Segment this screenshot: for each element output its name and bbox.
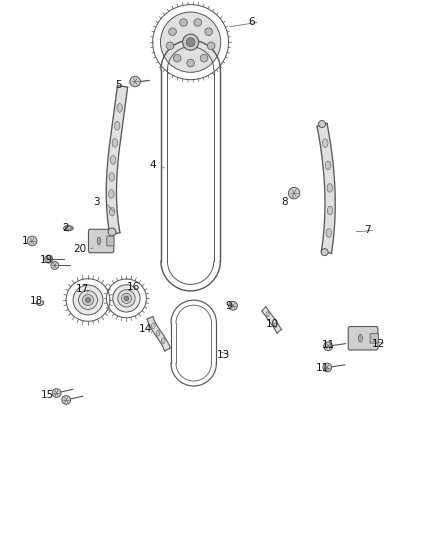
Text: 10: 10 bbox=[266, 319, 279, 329]
Ellipse shape bbox=[109, 173, 114, 181]
Text: 15: 15 bbox=[41, 390, 54, 400]
Ellipse shape bbox=[51, 262, 59, 269]
Ellipse shape bbox=[324, 342, 332, 351]
Ellipse shape bbox=[130, 76, 141, 87]
Ellipse shape bbox=[85, 297, 91, 303]
Ellipse shape bbox=[82, 295, 93, 305]
Ellipse shape bbox=[358, 334, 362, 342]
Ellipse shape bbox=[274, 323, 277, 328]
Ellipse shape bbox=[169, 28, 177, 36]
Ellipse shape bbox=[118, 290, 135, 307]
Ellipse shape bbox=[325, 161, 331, 169]
Text: 7: 7 bbox=[364, 225, 371, 236]
Text: 14: 14 bbox=[139, 324, 152, 334]
Ellipse shape bbox=[166, 42, 174, 50]
Ellipse shape bbox=[113, 285, 140, 312]
Polygon shape bbox=[262, 307, 281, 333]
Ellipse shape bbox=[173, 54, 181, 62]
Polygon shape bbox=[106, 85, 127, 235]
Ellipse shape bbox=[187, 59, 194, 67]
Ellipse shape bbox=[207, 42, 215, 50]
Ellipse shape bbox=[65, 227, 71, 230]
Ellipse shape bbox=[64, 225, 73, 231]
Ellipse shape bbox=[326, 229, 332, 237]
Text: 16: 16 bbox=[127, 282, 141, 292]
Ellipse shape bbox=[327, 206, 333, 215]
Ellipse shape bbox=[160, 12, 221, 72]
Text: 11: 11 bbox=[315, 362, 328, 373]
Ellipse shape bbox=[205, 28, 212, 36]
Ellipse shape bbox=[114, 122, 120, 130]
Ellipse shape bbox=[97, 237, 101, 245]
Text: 3: 3 bbox=[93, 197, 100, 207]
Text: 8: 8 bbox=[281, 197, 288, 207]
Text: 20: 20 bbox=[74, 245, 87, 254]
Polygon shape bbox=[317, 124, 335, 253]
Ellipse shape bbox=[78, 290, 98, 310]
Text: 4: 4 bbox=[149, 160, 156, 171]
Ellipse shape bbox=[183, 34, 199, 50]
Ellipse shape bbox=[229, 302, 237, 310]
Ellipse shape bbox=[110, 207, 115, 216]
FancyBboxPatch shape bbox=[88, 229, 114, 253]
Ellipse shape bbox=[200, 54, 208, 62]
Text: 11: 11 bbox=[321, 340, 335, 350]
Text: 18: 18 bbox=[30, 296, 43, 306]
Text: 12: 12 bbox=[372, 338, 385, 349]
Ellipse shape bbox=[156, 330, 160, 336]
Ellipse shape bbox=[327, 183, 332, 192]
Ellipse shape bbox=[27, 236, 37, 246]
FancyBboxPatch shape bbox=[348, 327, 378, 350]
Ellipse shape bbox=[124, 296, 129, 301]
Ellipse shape bbox=[108, 228, 116, 236]
Text: 17: 17 bbox=[76, 284, 89, 294]
Text: 9: 9 bbox=[225, 301, 232, 311]
Ellipse shape bbox=[152, 322, 155, 329]
Ellipse shape bbox=[186, 38, 195, 46]
Text: 19: 19 bbox=[40, 255, 53, 265]
Ellipse shape bbox=[321, 249, 328, 256]
Ellipse shape bbox=[52, 389, 61, 398]
Ellipse shape bbox=[73, 285, 103, 315]
Text: 1: 1 bbox=[21, 236, 28, 246]
Ellipse shape bbox=[318, 120, 325, 127]
Ellipse shape bbox=[112, 139, 118, 147]
Ellipse shape bbox=[109, 190, 114, 198]
Ellipse shape bbox=[323, 363, 332, 372]
Ellipse shape bbox=[180, 19, 187, 26]
Ellipse shape bbox=[322, 139, 328, 148]
FancyBboxPatch shape bbox=[107, 236, 114, 246]
Text: 13: 13 bbox=[217, 350, 230, 360]
FancyBboxPatch shape bbox=[370, 333, 378, 343]
Ellipse shape bbox=[194, 19, 201, 26]
Ellipse shape bbox=[110, 156, 116, 164]
Ellipse shape bbox=[266, 312, 269, 317]
Ellipse shape bbox=[121, 293, 131, 303]
Ellipse shape bbox=[117, 103, 123, 112]
Ellipse shape bbox=[45, 255, 53, 263]
Ellipse shape bbox=[62, 395, 71, 405]
Text: 5: 5 bbox=[115, 80, 122, 90]
Text: 2: 2 bbox=[62, 223, 69, 233]
Ellipse shape bbox=[288, 188, 300, 199]
Text: 6: 6 bbox=[248, 17, 255, 27]
Polygon shape bbox=[147, 317, 170, 351]
Ellipse shape bbox=[161, 338, 165, 344]
